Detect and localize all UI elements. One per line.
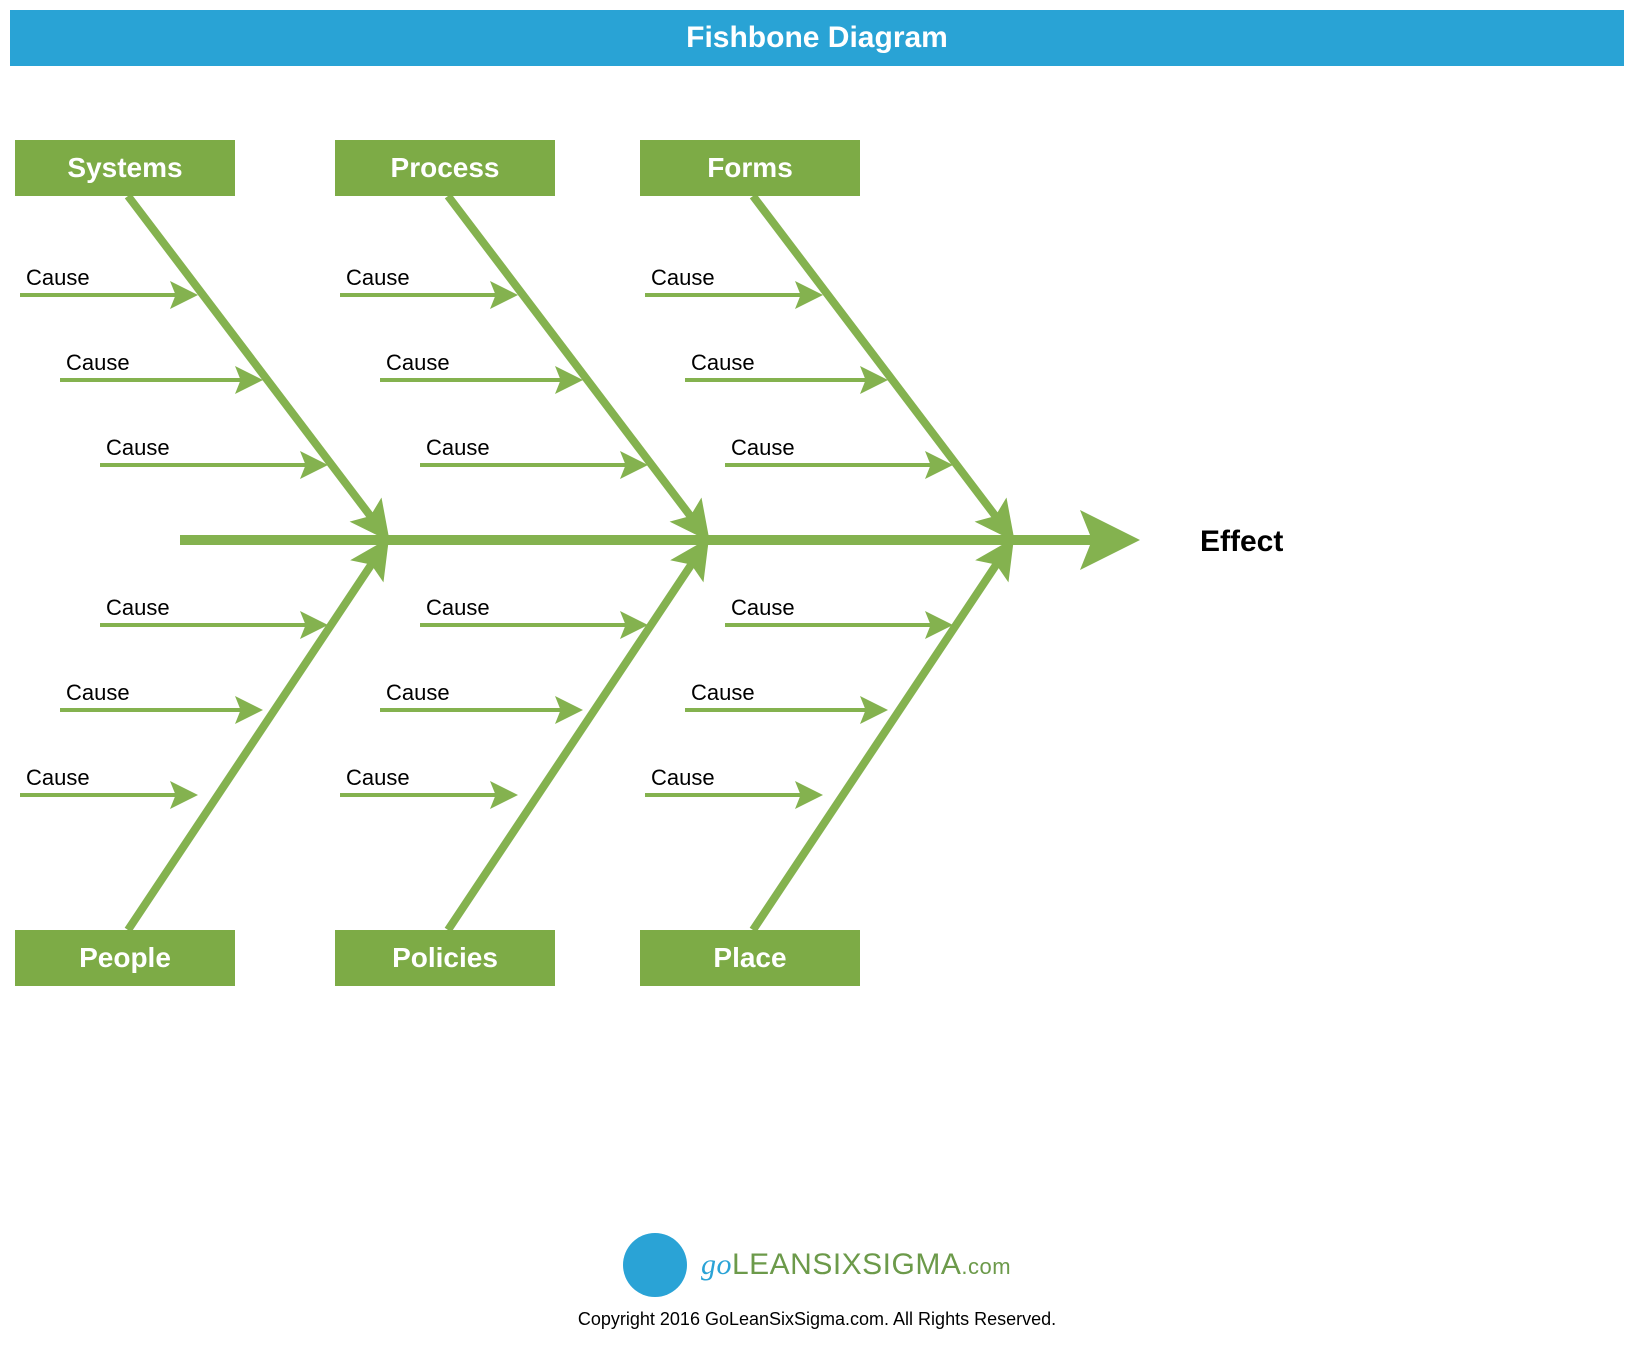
lightbulb-icon bbox=[623, 1233, 687, 1297]
cause-label: Cause bbox=[346, 765, 410, 791]
effect-label: Effect bbox=[1200, 525, 1283, 559]
category-box: Systems bbox=[15, 140, 235, 196]
cause-label: Cause bbox=[731, 435, 795, 461]
logo-row: goLEANSIXSIGMA.com bbox=[0, 1233, 1634, 1297]
footer: goLEANSIXSIGMA.com Copyright 2016 GoLean… bbox=[0, 1233, 1634, 1330]
fishbone-page: Fishbone Diagram SystemsProcessFormsPeop… bbox=[0, 0, 1634, 1350]
cause-label: Cause bbox=[106, 435, 170, 461]
diagram-svg bbox=[0, 0, 1634, 1350]
cause-label: Cause bbox=[346, 265, 410, 291]
category-box: People bbox=[15, 930, 235, 986]
cause-label: Cause bbox=[731, 595, 795, 621]
cause-label: Cause bbox=[66, 680, 130, 706]
cause-label: Cause bbox=[106, 595, 170, 621]
cause-label: Cause bbox=[651, 265, 715, 291]
cause-label: Cause bbox=[691, 350, 755, 376]
category-box: Forms bbox=[640, 140, 860, 196]
logo-go: go bbox=[701, 1248, 732, 1281]
category-box: Policies bbox=[335, 930, 555, 986]
logo-mid: LEANSIXSIGMA bbox=[732, 1248, 961, 1281]
category-box: Process bbox=[335, 140, 555, 196]
logo-dom: .com bbox=[961, 1254, 1011, 1279]
cause-label: Cause bbox=[651, 765, 715, 791]
copyright-text: Copyright 2016 GoLeanSixSigma.com. All R… bbox=[0, 1309, 1634, 1330]
cause-label: Cause bbox=[386, 680, 450, 706]
cause-label: Cause bbox=[66, 350, 130, 376]
category-box: Place bbox=[640, 930, 860, 986]
cause-label: Cause bbox=[426, 435, 490, 461]
cause-label: Cause bbox=[691, 680, 755, 706]
cause-label: Cause bbox=[26, 265, 90, 291]
logo-text: goLEANSIXSIGMA.com bbox=[701, 1248, 1011, 1282]
cause-label: Cause bbox=[26, 765, 90, 791]
cause-label: Cause bbox=[386, 350, 450, 376]
cause-label: Cause bbox=[426, 595, 490, 621]
